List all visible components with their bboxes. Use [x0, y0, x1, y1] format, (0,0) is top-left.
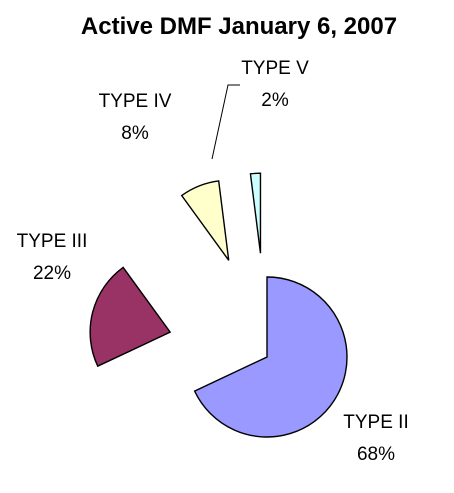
slice-percent-type-v: 2%	[261, 90, 289, 111]
pie-slice-type-v	[249, 172, 262, 254]
slice-labels: TYPE II 68% TYPE III 22% TYPE IV 8% TYPE V 2%	[17, 58, 409, 465]
slice-label-type-iv: TYPE IV	[99, 91, 172, 112]
slice-label-type-iii: TYPE III	[17, 231, 88, 252]
slice-label-type-ii: TYPE II	[343, 412, 408, 433]
slice-percent-type-iv: 8%	[121, 123, 149, 144]
pie-slice-type-iii	[89, 266, 172, 368]
slice-percent-type-ii: 68%	[357, 444, 395, 465]
slice-percent-type-iii: 22%	[33, 263, 71, 284]
leader-line-type-v	[211, 84, 240, 160]
pie-slice-type-ii	[193, 276, 348, 438]
leader-lines	[211, 84, 240, 160]
pie-slice-type-iv	[180, 180, 230, 261]
pie-slices	[89, 172, 348, 438]
chart-title: Active DMF January 6, 2007	[81, 13, 397, 40]
slice-label-type-v: TYPE V	[241, 58, 309, 79]
